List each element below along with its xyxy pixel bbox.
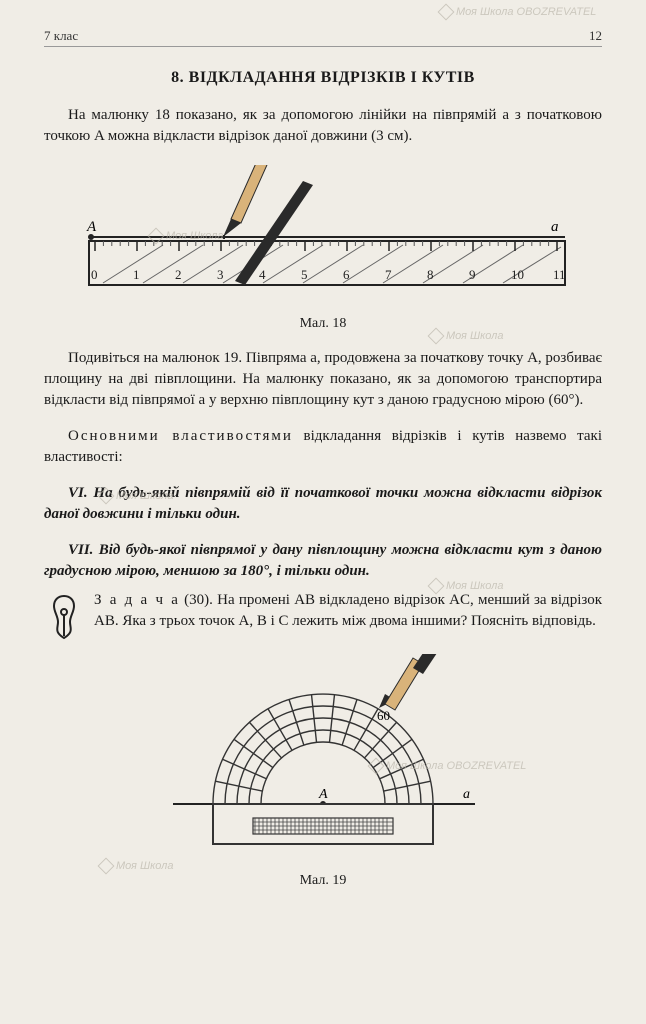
svg-text:2: 2 [175, 267, 182, 282]
task-text: З а д а ч а (30). На промені AB відкладе… [94, 590, 602, 632]
pen-nib-icon [44, 592, 84, 640]
svg-text:10: 10 [511, 267, 524, 282]
svg-text:0: 0 [91, 267, 98, 282]
page-header: 7 клас 12 [44, 28, 602, 47]
svg-text:9: 9 [469, 267, 476, 282]
section-title: 8. ВІДКЛАДАННЯ ВІДРІЗКІВ І КУТІВ [44, 69, 602, 87]
figure-ruler: A a 0 1 2 3 4 5 6 7 8 9 10 11 [73, 165, 573, 310]
svg-text:7: 7 [385, 267, 392, 282]
property-7: VII. Від будь-якої півпрямої у дану півп… [44, 540, 602, 582]
task-number: (30). [180, 592, 213, 608]
task-label: З а д а ч а [94, 592, 180, 608]
figure-18-caption: Мал. 18 [44, 316, 602, 332]
svg-text:3: 3 [217, 267, 224, 282]
svg-text:5: 5 [301, 267, 308, 282]
header-right: 12 [589, 28, 602, 44]
svg-text:4: 4 [259, 267, 266, 282]
ruler-body [89, 241, 565, 285]
ruler-label-A: A [86, 219, 97, 235]
svg-text:8: 8 [427, 267, 434, 282]
figure-protractor: a A 60 [163, 654, 483, 869]
svg-text:11: 11 [553, 267, 566, 282]
header-left: 7 клас [44, 28, 78, 44]
protractor-label-a: a [463, 787, 470, 802]
ruler-label-a: a [551, 219, 559, 235]
protractor-label-A: A [318, 787, 328, 802]
figure-19-caption: Мал. 19 [44, 873, 602, 889]
properties-intro: Основними властивостями відкладання відр… [44, 426, 602, 468]
props-intro-spaced: Основними властивостями [68, 428, 293, 444]
pencil-icon [379, 654, 463, 710]
paragraph-1: На малюнку 18 показано, як за допомогою … [44, 105, 602, 147]
task-block: З а д а ч а (30). На промені AB відкладе… [44, 590, 602, 640]
svg-text:6: 6 [343, 267, 350, 282]
svg-text:1: 1 [133, 267, 140, 282]
watermark: Моя Школа OBOZREVATEL [440, 6, 596, 18]
angle-60-label: 60 [377, 708, 390, 723]
paragraph-2: Подивіться на малюнок 19. Півпряма a, пр… [44, 348, 602, 411]
property-6: VI. На будь-якій півпрямій від її початк… [44, 483, 602, 525]
